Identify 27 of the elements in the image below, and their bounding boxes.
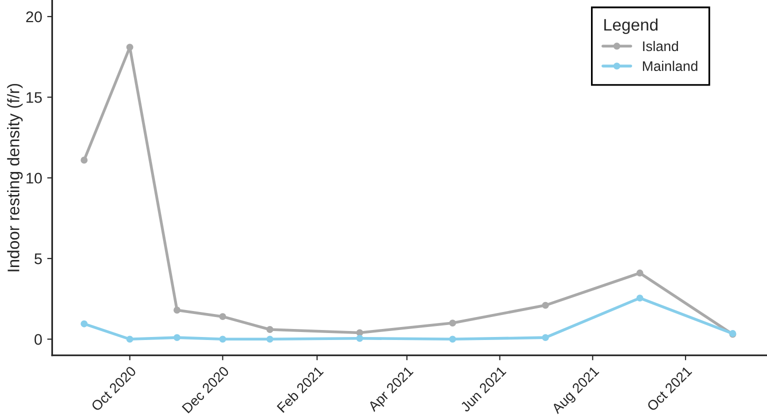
point (636, 294, 644, 302)
y-tick-label: 0 (34, 334, 42, 345)
y-axis-title: Indoor resting density (f/r) (7, 84, 23, 272)
point (636, 270, 644, 277)
y-tick-label: 15 (26, 92, 42, 103)
point (219, 336, 226, 343)
point (126, 44, 134, 51)
legend-title: Legend (604, 18, 658, 34)
point (542, 302, 549, 309)
point (356, 334, 364, 342)
y-tick-label: 5 (34, 254, 42, 264)
point (449, 320, 456, 327)
point (219, 313, 226, 320)
point (542, 334, 549, 342)
point (126, 336, 134, 343)
point (266, 336, 274, 343)
legend-label: Mainland (642, 60, 698, 72)
point (174, 306, 180, 314)
point (266, 326, 274, 333)
point (80, 320, 88, 328)
y-tick-label: 20 (26, 11, 42, 22)
point (174, 334, 180, 342)
point (449, 336, 456, 343)
point (356, 329, 364, 336)
y-tick-label: 10 (26, 172, 42, 184)
legend-label: Island (643, 40, 678, 52)
point (80, 156, 88, 164)
